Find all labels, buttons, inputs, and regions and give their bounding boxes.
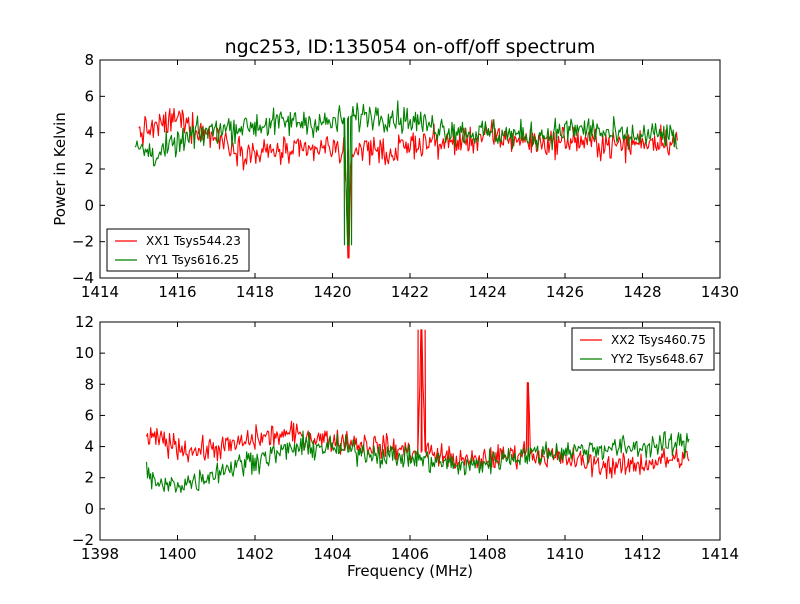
y-tick-label-0-4: 4	[84, 124, 94, 142]
x-tick-label-1-5: 1408	[468, 545, 506, 563]
x-tick-label-0-2: 1418	[236, 283, 274, 301]
y-tick-label-0-2: 0	[84, 196, 94, 214]
series-spike-0-1-12	[348, 116, 349, 245]
x-tick-label-1-4: 1406	[391, 545, 429, 563]
y-tick-label-1-6: 10	[75, 344, 94, 362]
x-tick-label-1-8: 1414	[701, 545, 739, 563]
y-tick-label-0-0: −4	[72, 269, 94, 287]
y-tick-label-1-5: 8	[84, 375, 94, 393]
y-tick-label-1-7: 12	[75, 313, 94, 331]
x-tick-label-0-4: 1422	[391, 283, 429, 301]
x-tick-label-0-3: 1420	[313, 283, 351, 301]
legend-0: XX1 Tsys544.23 YY1 Tsys616.25	[107, 229, 249, 271]
x-tick-label-1-6: 1410	[546, 545, 584, 563]
legend-label-0-1: YY1 Tsys616.25	[145, 253, 239, 267]
y-tick-label-1-3: 4	[84, 438, 94, 456]
legend-label-1-0: XX2 Tsys460.75	[611, 333, 706, 347]
x-tick-label-0-7: 1428	[623, 283, 661, 301]
y-tick-label-1-4: 6	[84, 406, 94, 424]
x-tick-label-0-8: 1430	[701, 283, 739, 301]
y-axis-label-0: Power in Kelvin	[51, 112, 69, 226]
x-tick-label-0-1: 1416	[158, 283, 196, 301]
legend-1: XX2 Tsys460.75 YY2 Tsys648.67	[572, 328, 714, 370]
y-tick-label-1-0: −2	[72, 531, 94, 549]
x-tick-label-1-7: 1412	[623, 545, 661, 563]
x-tick-label-1-1: 1400	[158, 545, 196, 563]
y-tick-label-0-3: 2	[84, 160, 94, 178]
figure-title: ngc253, ID:135054 on-off/off spectrum	[225, 36, 596, 58]
x-axis-label-1: Frequency (MHz)	[347, 562, 473, 580]
x-tick-label-1-3: 1404	[313, 545, 351, 563]
series-spike-1-0-16	[421, 330, 422, 453]
legend-label-0-0: XX1 Tsys544.23	[146, 234, 241, 248]
y-tick-label-1-2: 2	[84, 469, 94, 487]
x-tick-label-1-2: 1402	[236, 545, 274, 563]
legend-label-1-1: YY2 Tsys648.67	[610, 352, 704, 366]
y-tick-label-1-1: 0	[84, 500, 94, 518]
x-tick-label-0-5: 1424	[468, 283, 506, 301]
y-tick-label-0-5: 6	[84, 87, 94, 105]
y-tick-label-0-1: −2	[72, 233, 94, 251]
y-tick-label-0-6: 8	[84, 51, 94, 69]
x-tick-label-0-6: 1426	[546, 283, 584, 301]
